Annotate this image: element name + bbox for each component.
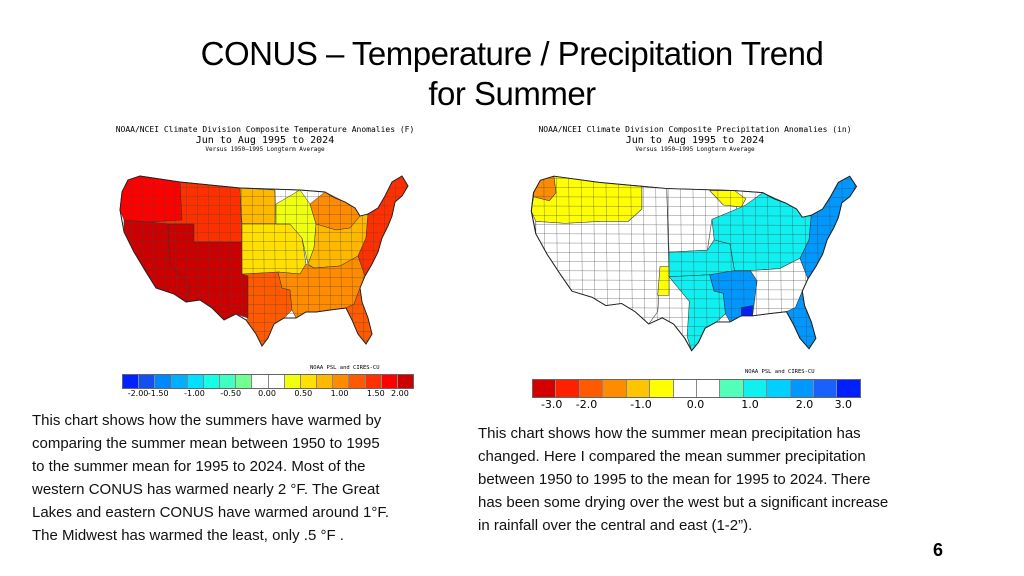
temperature-colorbar-tick-label: 1.50 <box>366 389 385 398</box>
temperature-colorbar-tick-label: -1.50 <box>147 389 169 398</box>
precipitation-description: This chart shows how the summer mean pre… <box>478 422 978 537</box>
precipitation-map-credit: NOAA PSL and CIRES-CU <box>745 369 815 375</box>
precipitation-anomaly-chart: NOAA/NCEI Climate Division Composite Pre… <box>510 125 880 415</box>
precipitation-map-region: Central Gulf coast (MS/AL) <box>741 305 753 317</box>
temperature-map-border <box>119 175 409 347</box>
precipitation-chart-subtitle: Jun to Aug 1995 to 2024 <box>625 135 765 146</box>
temperature-colorbar-swatch <box>300 375 318 388</box>
precipitation-colorbar-tick-label: 2.0 <box>795 398 814 411</box>
slide-title: CONUS – Temperature / Precipitation Tren… <box>0 34 1024 114</box>
precipitation-colorbar-tick-label: -2.0 <box>575 398 598 411</box>
temperature-colorbar-tick-label: -1.00 <box>184 389 205 398</box>
temperature-colorbar-tick-label: 0.50 <box>294 389 313 398</box>
temperature-description-line: comparing the summer mean between 1950 t… <box>32 435 380 452</box>
precipitation-colorbar-swatch <box>837 380 860 397</box>
temperature-colorbar-swatch <box>203 375 221 388</box>
temperature-chart-baseline: Versus 1950–1995 Longterm Average <box>205 146 325 153</box>
temperature-colorbar-swatch <box>349 375 366 388</box>
precipitation-colorbar-swatch <box>814 380 838 397</box>
precipitation-chart-header: NOAA/NCEI Climate Division Composite Pre… <box>510 125 880 154</box>
precipitation-colorbar-swatch <box>556 380 580 397</box>
temperature-colorbar-swatch <box>139 375 156 388</box>
temperature-description-line: western CONUS has warmed nearly 2 °F. Th… <box>32 481 380 498</box>
temperature-description-line: to the summer mean for 1995 to 2024. Mos… <box>32 458 366 475</box>
temperature-colorbar-tick-label: 0.00 <box>258 389 276 398</box>
temperature-description: This chart shows how the summers have wa… <box>32 409 452 547</box>
temperature-colorbar-swatch <box>333 375 350 388</box>
precipitation-colorbar-tick-label: 3.0 <box>834 398 853 411</box>
precipitation-colorbar-swatch <box>790 380 815 397</box>
precipitation-colorbar-swatch <box>533 380 557 397</box>
precipitation-colorbar-swatch <box>603 380 627 397</box>
temperature-chart-header: NOAA/NCEI Climate Division Composite Tem… <box>100 125 430 154</box>
temperature-colorbar-swatch <box>123 375 140 388</box>
temperature-colorbar-swatch <box>252 375 269 388</box>
temperature-map-region: Northern Plains (Dakotas) <box>239 187 277 225</box>
precipitation-colorbar-swatch <box>743 380 768 397</box>
precipitation-colorbar-tick-label: 0.0 <box>686 398 705 411</box>
slide-title-line-1: CONUS – Temperature / Precipitation Tren… <box>200 35 824 72</box>
precipitation-description-line: has been some drying over the west but a… <box>478 494 889 511</box>
temperature-chart-title: NOAA/NCEI Climate Division Composite Tem… <box>115 125 415 134</box>
temperature-map-region: Pacific Northwest <box>119 175 183 223</box>
precipitation-colorbar-swatch <box>720 380 744 397</box>
temperature-colorbar-swatch <box>268 375 285 388</box>
precipitation-colorbar-tick-label: -3.0 <box>540 398 563 411</box>
precipitation-chart-baseline: Versus 1950–1995 Longterm Average <box>635 146 755 153</box>
temperature-map: Pacific NorthwestCalifornia / Great Basi… <box>119 175 409 347</box>
temperature-colorbar-tick-label: 1.00 <box>330 389 349 398</box>
precipitation-colorbar-tick-label: -1.0 <box>630 398 652 411</box>
precipitation-colorbar-swatch <box>673 380 697 397</box>
slide-title-line-2: for Summer <box>428 75 596 112</box>
precipitation-colorbar-swatch <box>696 380 721 397</box>
precipitation-description-line: between 1950 to 1995 to the mean for 199… <box>478 471 871 488</box>
precipitation-colorbar-swatch <box>650 380 674 397</box>
precipitation-colorbar-tick-label: 1.0 <box>741 398 759 411</box>
precipitation-colorbar <box>532 379 861 398</box>
temperature-colorbar-tick-label: -2.00 <box>127 389 149 398</box>
temperature-colorbar-swatch <box>317 375 334 388</box>
temperature-map-region: Northern Rockies / Plains (MT/WY/CO) <box>149 181 243 243</box>
temperature-colorbar-swatch <box>365 375 382 388</box>
precipitation-colorbar-swatch <box>767 380 791 397</box>
temperature-colorbar-tick-label: 2.00 <box>391 389 409 398</box>
temperature-colorbar-swatch <box>155 375 172 388</box>
precipitation-colorbar-swatch <box>579 380 604 397</box>
precipitation-map: Western WashingtonPacific Northwest / No… <box>530 175 858 352</box>
precipitation-chart-title: NOAA/NCEI Climate Division Composite Pre… <box>538 125 852 134</box>
precipitation-description-line: in rainfall over the central and east (1… <box>478 517 753 534</box>
temperature-map-credit: NOAA PSL and CIRES-CU <box>310 365 380 371</box>
precipitation-description-line: changed. Here I compared the mean summer… <box>478 448 866 465</box>
precipitation-colorbar-swatch <box>626 380 651 397</box>
temperature-colorbar-swatch <box>284 375 301 388</box>
temperature-anomaly-chart: NOAA/NCEI Climate Division Composite Tem… <box>100 125 430 400</box>
temperature-colorbar <box>122 374 414 389</box>
temperature-colorbar-tick-label: -0.50 <box>220 389 242 398</box>
temperature-chart-subtitle: Jun to Aug 1995 to 2024 <box>195 135 335 146</box>
temperature-description-line: This chart shows how the summers have wa… <box>32 412 382 429</box>
precipitation-description-line: This chart shows how the summer mean pre… <box>478 425 861 442</box>
temperature-colorbar-swatch <box>397 375 414 388</box>
temperature-colorbar-swatch <box>236 375 253 388</box>
page-number: 6 <box>933 540 944 560</box>
temperature-colorbar-swatch <box>220 375 237 388</box>
temperature-description-line: The Midwest has warmed the least, only .… <box>32 527 344 544</box>
precipitation-map-border <box>530 175 858 352</box>
temperature-colorbar-swatch <box>187 375 204 388</box>
temperature-description-line: Lakes and eastern CONUS have warmed arou… <box>32 504 390 521</box>
temperature-colorbar-swatch <box>171 375 188 388</box>
precipitation-map-region: Eastern New Mexico strip <box>657 266 670 296</box>
temperature-colorbar-swatch <box>381 375 398 388</box>
